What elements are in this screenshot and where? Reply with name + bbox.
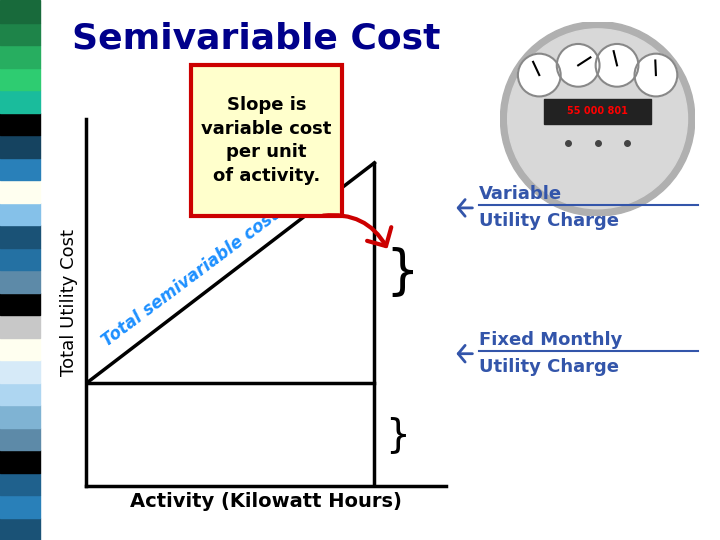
Bar (0, 338, 40, 360)
Bar (0, 225, 40, 247)
Text: Variable: Variable (479, 185, 562, 204)
Bar (0, 90, 40, 112)
Circle shape (518, 53, 561, 97)
Bar (0, 202, 40, 225)
Text: Utility Charge: Utility Charge (479, 358, 618, 376)
Text: }: } (385, 247, 419, 299)
Text: Semivariable Cost: Semivariable Cost (72, 22, 441, 56)
Circle shape (557, 44, 600, 87)
Bar (0, 247, 40, 270)
Bar (0, 23, 40, 45)
Ellipse shape (500, 22, 695, 216)
Bar (0, 135, 40, 158)
Text: Fixed Monthly: Fixed Monthly (479, 331, 622, 349)
Bar (0, 360, 40, 382)
Bar (0, 495, 40, 517)
Text: 55 000 801: 55 000 801 (567, 106, 628, 116)
Text: }: } (385, 416, 410, 454)
Text: Total semivariable cost: Total semivariable cost (99, 205, 282, 350)
Bar (0, 517, 40, 540)
Bar (0, 428, 40, 450)
Circle shape (634, 53, 678, 97)
Bar (0, 45, 40, 68)
Bar (0, 315, 40, 338)
FancyBboxPatch shape (191, 65, 342, 216)
Bar (0, 472, 40, 495)
Y-axis label: Total Utility Cost: Total Utility Cost (60, 229, 78, 376)
Bar (544, 99, 651, 124)
Bar (0, 270, 40, 293)
Text: Slope is
variable cost
per unit
of activity.: Slope is variable cost per unit of activ… (201, 96, 332, 185)
Bar (0, 382, 40, 405)
Circle shape (595, 44, 639, 87)
Bar (0, 450, 40, 472)
Bar (0, 405, 40, 428)
Bar (0, 293, 40, 315)
Bar (0, 112, 40, 135)
Bar (0, 158, 40, 180)
X-axis label: Activity (Kilowatt Hours): Activity (Kilowatt Hours) (130, 491, 402, 510)
Bar (0, 68, 40, 90)
Text: Utility Charge: Utility Charge (479, 212, 618, 231)
Bar (0, 0, 40, 23)
Ellipse shape (508, 29, 688, 209)
Bar (0, 180, 40, 202)
